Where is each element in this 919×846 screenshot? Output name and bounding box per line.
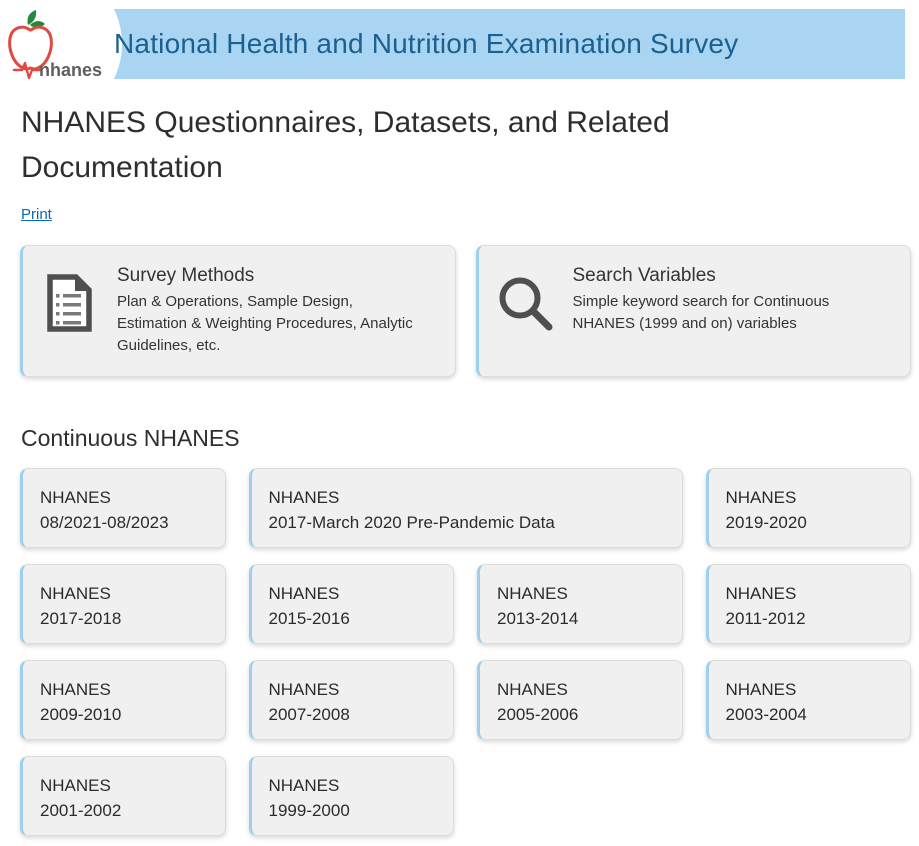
nhanes-logo[interactable]: nhanes (6, 8, 106, 89)
dataset-card[interactable]: NHANES 1999-2000 (248, 756, 454, 836)
dataset-card-program: NHANES (268, 584, 340, 603)
dataset-card-program: NHANES (40, 584, 111, 603)
dataset-card[interactable]: NHANES 2011-2012 (705, 564, 911, 644)
dataset-card-years: 2005-2006 (497, 705, 579, 724)
dataset-card[interactable]: NHANES 08/2021-08/2023 (20, 468, 226, 548)
dataset-card-program: NHANES (268, 680, 340, 699)
continuous-nhanes-heading: Continuous NHANES (21, 425, 240, 451)
dataset-card-years: 1999-2000 (268, 801, 350, 820)
dataset-card-years: 2003-2004 (725, 705, 807, 724)
search-variables-body: Search Variables Simple keyword search f… (573, 246, 842, 376)
dataset-card-years: 2001-2002 (40, 801, 122, 820)
search-variables-card[interactable]: Search Variables Simple keyword search f… (475, 245, 911, 377)
dataset-card-years: 2017-March 2020 Pre-Pandemic Data (268, 513, 555, 532)
dataset-card-years: 2013-2014 (497, 609, 579, 628)
dataset-card-program: NHANES (268, 776, 340, 795)
print-link[interactable]: Print (21, 206, 52, 223)
dataset-card[interactable]: NHANES 2017-2018 (20, 564, 226, 644)
site-header: National Health and Nutrition Examinatio… (0, 0, 919, 90)
dataset-card[interactable]: NHANES 2001-2002 (20, 756, 226, 836)
dataset-card-program: NHANES (497, 584, 568, 603)
survey-methods-body: Survey Methods Plan & Operations, Sample… (117, 246, 425, 376)
page-title: NHANES Questionnaires, Datasets, and Rel… (21, 106, 670, 184)
dataset-card-program: NHANES (268, 488, 340, 507)
dataset-card-grid: NHANES 08/2021-08/2023 NHANES 2017-March… (20, 468, 911, 836)
dataset-card[interactable]: NHANES 2019-2020 (705, 468, 911, 548)
dataset-card-years: 2017-2018 (40, 609, 122, 628)
search-variables-title: Search Variables (572, 265, 716, 286)
dataset-card-years: 08/2021-08/2023 (40, 513, 169, 532)
survey-methods-title: Survey Methods (117, 265, 255, 286)
survey-methods-description: Plan & Operations, Sample Design, Estima… (117, 293, 413, 354)
banner-title: National Health and Nutrition Examinatio… (114, 28, 739, 59)
dataset-card-program: NHANES (725, 488, 797, 507)
dataset-card-program: NHANES (40, 488, 111, 507)
document-list-icon (23, 246, 117, 376)
main-content: NHANES Questionnaires, Datasets, and Rel… (0, 100, 919, 846)
dataset-card-years: 2009-2010 (40, 705, 122, 724)
dataset-card[interactable]: NHANES 2007-2008 (248, 660, 454, 740)
dataset-card-years: 2007-2008 (268, 705, 350, 724)
dataset-card[interactable]: NHANES 2009-2010 (20, 660, 226, 740)
dataset-card-program: NHANES (497, 680, 568, 699)
dataset-card-program: NHANES (725, 584, 797, 603)
dataset-card-program: NHANES (40, 680, 111, 699)
dataset-card[interactable]: NHANES 2003-2004 (705, 660, 911, 740)
dataset-card-years: 2019-2020 (725, 513, 807, 532)
search-variables-description: Simple keyword search for Continuous NHA… (572, 293, 830, 332)
dataset-card[interactable]: NHANES 2005-2006 (477, 660, 683, 740)
dataset-card[interactable]: NHANES 2013-2014 (477, 564, 683, 644)
search-icon (479, 246, 573, 376)
dataset-card-years: 2015-2016 (268, 609, 350, 628)
svg-text:nhanes: nhanes (39, 60, 102, 80)
dataset-card-years: 2011-2012 (725, 609, 806, 628)
dataset-card-program: NHANES (725, 680, 797, 699)
banner: National Health and Nutrition Examinatio… (0, 0, 905, 90)
banner-curve (0, 0, 122, 90)
dataset-card[interactable]: NHANES 2015-2016 (248, 564, 454, 644)
dataset-card-program: NHANES (40, 776, 111, 795)
survey-methods-card[interactable]: Survey Methods Plan & Operations, Sample… (20, 245, 456, 377)
nhanes-apple-icon: nhanes (8, 10, 102, 80)
feature-card-row: Survey Methods Plan & Operations, Sample… (20, 245, 911, 377)
dataset-card[interactable]: NHANES 2017-March 2020 Pre-Pandemic Data (248, 468, 683, 548)
